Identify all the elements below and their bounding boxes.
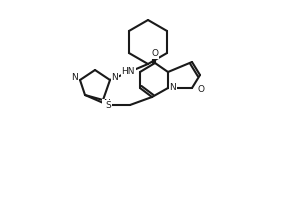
Text: HN: HN	[122, 68, 135, 76]
Text: O: O	[198, 86, 205, 95]
Text: N: N	[112, 73, 118, 82]
Text: O: O	[152, 49, 158, 58]
Text: S: S	[105, 100, 111, 110]
Text: N: N	[103, 99, 110, 108]
Text: N: N	[169, 84, 176, 92]
Text: N: N	[72, 73, 78, 82]
